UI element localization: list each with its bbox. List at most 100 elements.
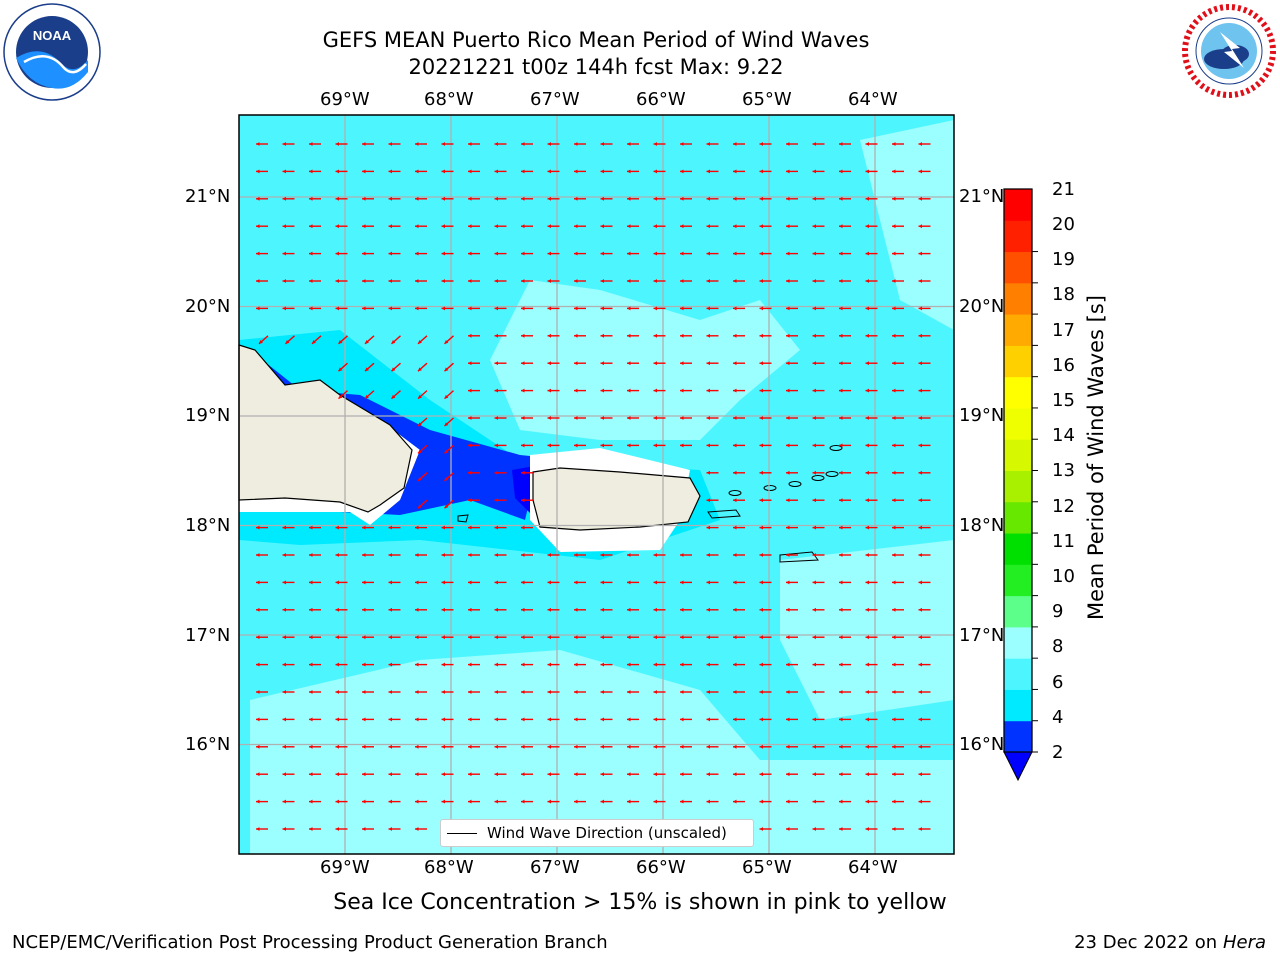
lat-label: 21°N xyxy=(185,186,231,207)
wind-wave-arrowhead xyxy=(786,388,790,393)
colorbar-segment xyxy=(1004,595,1032,628)
wind-wave-arrowhead xyxy=(388,772,393,777)
lon-label: 69°W xyxy=(320,89,370,110)
wind-wave-arrowhead xyxy=(839,306,843,311)
wind-wave-arrowhead xyxy=(918,553,923,557)
wind-wave-arrowhead xyxy=(309,690,313,694)
wind-wave-arrowhead xyxy=(892,470,896,475)
wind-wave-arrowhead xyxy=(521,662,525,667)
wind-wave-arrowhead xyxy=(786,607,790,612)
wind-wave-arrowhead xyxy=(812,799,817,804)
wind-wave-arrowhead xyxy=(256,827,260,831)
wind-wave-arrowhead xyxy=(362,717,366,722)
wind-wave-arrowhead xyxy=(547,662,552,667)
wind-wave-arrowhead xyxy=(627,662,631,667)
mona-island xyxy=(457,514,469,523)
wind-wave-arrowhead xyxy=(812,635,817,640)
wind-wave-arrowhead xyxy=(706,525,711,530)
wind-wave-arrowhead xyxy=(812,279,817,283)
wind-wave-arrowhead xyxy=(839,279,843,283)
wind-wave-arrowhead xyxy=(468,690,472,694)
wind-wave-arrowhead xyxy=(812,443,817,448)
wind-wave-arrowhead xyxy=(600,772,605,777)
wind-wave-arrowhead xyxy=(521,142,525,146)
wind-wave-arrowhead xyxy=(812,580,817,585)
wind-wave-arrowhead xyxy=(733,799,737,804)
wind-wave-arrowhead xyxy=(627,416,631,420)
wind-wave-arrowhead xyxy=(547,196,552,201)
wind-wave-arrowhead xyxy=(918,306,923,311)
wind-wave-arrowhead xyxy=(812,196,817,201)
wind-wave-arrowhead xyxy=(680,662,684,667)
wind-wave-arrowhead xyxy=(256,772,260,777)
wind-wave-arrowhead xyxy=(839,470,843,475)
wind-wave-arrowhead xyxy=(892,169,896,174)
wind-wave-arrowhead xyxy=(468,333,472,338)
wind-wave-arrowhead xyxy=(468,169,472,174)
wind-wave-arrowhead xyxy=(733,443,737,448)
wind-wave-arrowhead xyxy=(812,416,817,420)
wind-wave-arrowhead xyxy=(759,251,764,256)
wind-wave-arrowhead xyxy=(282,169,287,174)
wind-wave-arrowhead xyxy=(574,662,578,667)
colorbar-segment xyxy=(1004,189,1032,221)
wind-wave-arrowhead xyxy=(521,224,525,229)
wind-wave-arrowhead xyxy=(521,799,525,804)
wind-wave-arrowhead xyxy=(574,306,578,311)
wind-wave-arrowhead xyxy=(786,224,790,229)
wind-wave-arrowhead xyxy=(282,799,287,804)
wind-wave-arrowhead xyxy=(706,361,711,366)
wind-wave-arrowhead xyxy=(574,142,578,146)
wind-wave-arrowhead xyxy=(521,443,525,448)
colorbar-segment xyxy=(1004,658,1032,690)
wind-wave-arrowhead xyxy=(627,142,631,146)
lat-label: 16°N xyxy=(185,734,231,755)
wind-wave-arrowhead xyxy=(918,799,923,804)
wind-wave-arrowhead xyxy=(918,416,923,420)
wind-wave-arrowhead xyxy=(653,306,658,311)
wind-wave-arrowhead xyxy=(892,827,896,831)
wind-wave-arrowhead xyxy=(839,251,843,256)
wind-wave-arrowhead xyxy=(388,251,393,256)
colorbar-segment xyxy=(1004,564,1032,597)
wind-wave-arrowhead xyxy=(865,717,870,722)
wind-wave-arrowhead xyxy=(759,799,764,804)
wind-wave-arrowhead xyxy=(680,361,684,366)
wind-wave-arrowhead xyxy=(839,717,843,722)
wind-wave-arrowhead xyxy=(547,388,552,393)
wind-wave-arrowhead xyxy=(918,196,923,201)
wind-wave-arrowhead xyxy=(494,498,499,503)
wind-wave-arrowhead xyxy=(256,196,260,201)
wind-wave-arrowhead xyxy=(335,717,340,722)
wind-wave-arrowhead xyxy=(627,443,631,448)
wind-wave-arrowhead xyxy=(600,388,605,393)
wind-wave-arrowhead xyxy=(653,279,658,283)
wind-wave-arrowhead xyxy=(441,772,446,777)
wind-wave-arrowhead xyxy=(574,607,578,612)
wind-wave-arrowhead xyxy=(388,580,393,585)
wind-wave-arrowhead xyxy=(653,635,658,640)
wind-wave-arrowhead xyxy=(918,662,923,667)
wind-wave-arrowhead xyxy=(653,196,658,201)
wind-wave-arrowhead xyxy=(415,662,419,667)
wind-wave-arrowhead xyxy=(812,333,817,338)
wind-wave-arrowhead xyxy=(388,827,393,831)
virgin-island xyxy=(763,485,777,491)
wind-wave-arrowhead xyxy=(680,196,684,201)
wind-wave-arrowhead xyxy=(444,340,449,344)
wind-wave-arrowhead xyxy=(418,449,422,454)
wind-wave-arrowhead xyxy=(282,251,287,256)
wind-wave-arrowhead xyxy=(574,279,578,283)
wind-wave-arrowhead xyxy=(441,553,446,557)
wind-wave-arrowhead xyxy=(468,717,472,722)
wind-wave-arrowhead xyxy=(706,279,711,283)
wind-wave-arrowhead xyxy=(362,224,366,229)
wind-wave-arrowhead xyxy=(468,525,472,530)
wind-wave-arrowhead xyxy=(468,224,472,229)
wind-wave-arrowhead xyxy=(521,279,525,283)
wind-wave-arrowhead xyxy=(444,477,449,481)
wind-wave-arrowhead xyxy=(733,553,737,557)
wind-wave-arrowhead xyxy=(706,717,711,722)
wind-wave-arrowhead xyxy=(441,662,446,667)
wind-wave-arrowhead xyxy=(706,690,711,694)
